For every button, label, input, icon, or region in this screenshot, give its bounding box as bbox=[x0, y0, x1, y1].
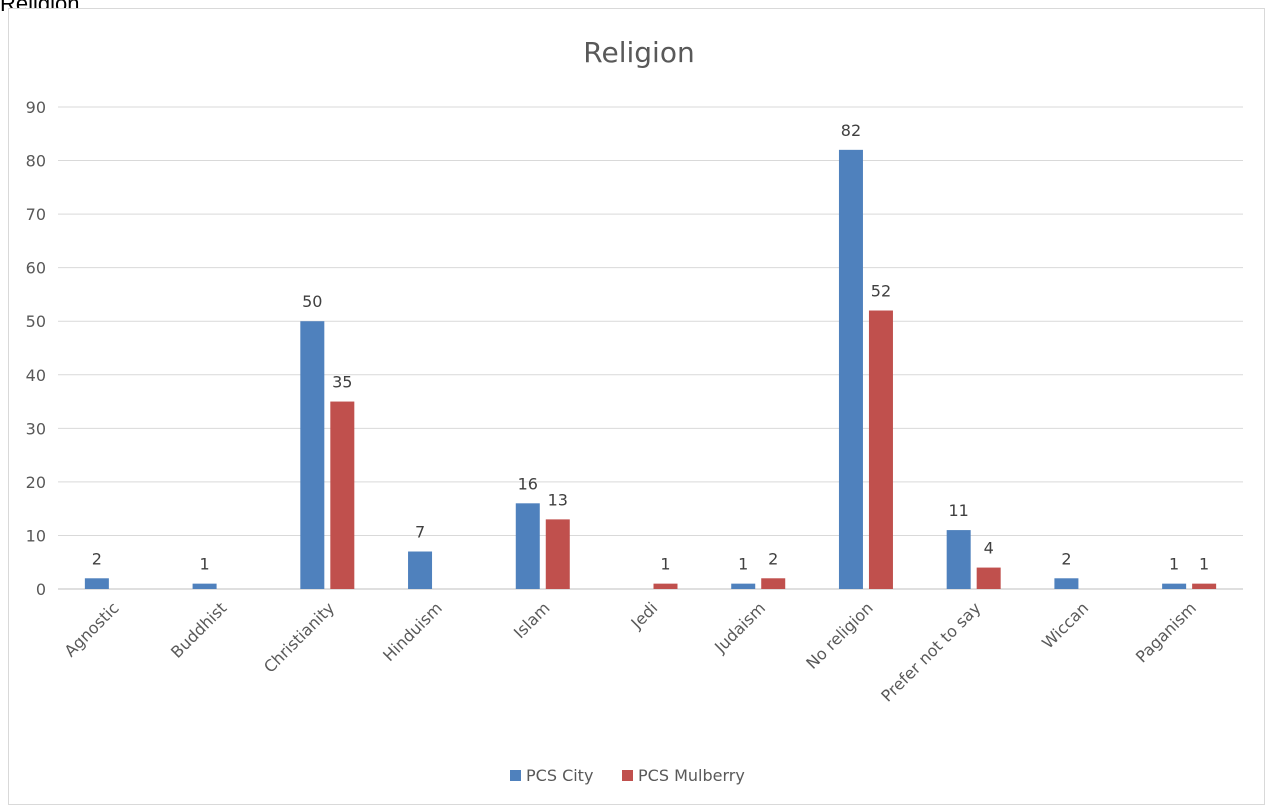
bar bbox=[761, 578, 786, 589]
data-label: 50 bbox=[302, 292, 322, 311]
bar bbox=[515, 503, 540, 589]
data-label: 1 bbox=[660, 555, 670, 574]
x-tick-label: Islam bbox=[510, 598, 554, 642]
x-tick-label: Christianity bbox=[260, 598, 338, 676]
x-tick-label: Hinduism bbox=[379, 598, 446, 665]
legend-label: PCS Mulberry bbox=[638, 766, 745, 785]
data-label: 2 bbox=[768, 549, 778, 568]
y-tick-label: 50 bbox=[26, 312, 46, 331]
data-label: 1 bbox=[738, 555, 748, 574]
bar bbox=[300, 321, 325, 589]
bar bbox=[192, 583, 217, 589]
data-label: 1 bbox=[1199, 555, 1209, 574]
bar bbox=[330, 401, 355, 589]
bar bbox=[653, 583, 678, 589]
bar bbox=[545, 519, 570, 589]
data-label: 2 bbox=[1061, 549, 1071, 568]
bar bbox=[1162, 583, 1187, 589]
data-label: 52 bbox=[871, 282, 891, 301]
y-tick-label: 30 bbox=[26, 419, 46, 438]
x-tick-label: Paganism bbox=[1132, 598, 1200, 666]
x-tick-label: No religion bbox=[802, 598, 876, 672]
data-label: 1 bbox=[1169, 555, 1179, 574]
bar bbox=[731, 583, 756, 589]
x-tick-label: Judaism bbox=[710, 598, 769, 657]
y-tick-label: 20 bbox=[26, 473, 46, 492]
y-tick-label: 0 bbox=[36, 580, 46, 599]
x-tick-label: Prefer not to say bbox=[877, 598, 984, 705]
data-label: 2 bbox=[92, 549, 102, 568]
legend-swatch bbox=[622, 770, 633, 781]
x-tick-label: Jedi bbox=[627, 598, 662, 633]
data-label: 7 bbox=[415, 523, 425, 542]
bar bbox=[408, 551, 433, 589]
y-tick-label: 40 bbox=[26, 366, 46, 385]
x-tick-label: Wiccan bbox=[1038, 598, 1092, 652]
y-tick-label: 10 bbox=[26, 526, 46, 545]
chart-title: Religion bbox=[583, 36, 694, 69]
y-tick-label: 90 bbox=[26, 98, 46, 117]
bar bbox=[868, 310, 893, 589]
data-label: 35 bbox=[332, 373, 352, 392]
x-tick-label: Agnostic bbox=[61, 598, 123, 660]
data-label: 82 bbox=[841, 121, 861, 140]
bar bbox=[976, 567, 1001, 589]
x-tick-label: Buddhist bbox=[167, 598, 230, 661]
bar bbox=[946, 530, 971, 589]
legend-swatch bbox=[510, 770, 521, 781]
bar bbox=[1054, 578, 1079, 589]
data-label: 16 bbox=[518, 474, 538, 493]
y-tick-label: 70 bbox=[26, 205, 46, 224]
y-tick-label: 80 bbox=[26, 152, 46, 171]
bar bbox=[84, 578, 109, 589]
legend-label: PCS City bbox=[526, 766, 593, 785]
y-tick-label: 60 bbox=[26, 259, 46, 278]
data-label: 13 bbox=[548, 490, 568, 509]
data-label: 1 bbox=[199, 555, 209, 574]
bar bbox=[1192, 583, 1217, 589]
chart-frame bbox=[8, 8, 1265, 805]
data-label: 4 bbox=[984, 539, 994, 558]
bar bbox=[838, 149, 863, 589]
data-label: 11 bbox=[949, 501, 969, 520]
